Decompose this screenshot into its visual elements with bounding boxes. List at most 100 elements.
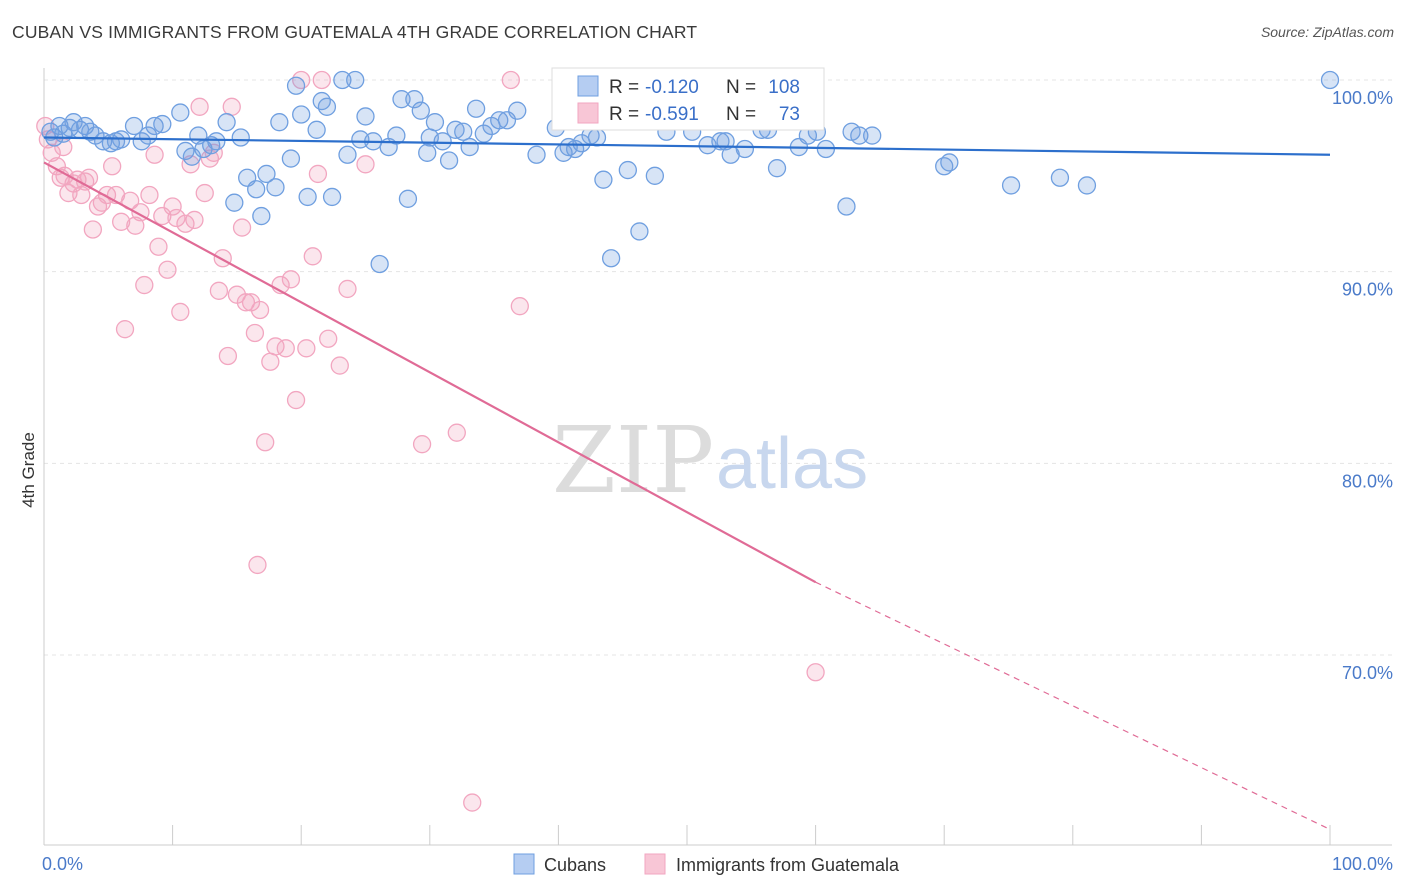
x-tick-label-min: 0.0% bbox=[42, 854, 83, 874]
trend-line-guatemala bbox=[43, 161, 817, 584]
cuban-point-25 bbox=[207, 132, 226, 151]
y-axis-title: 4th Grade bbox=[19, 432, 38, 508]
cuban-point-36 bbox=[286, 76, 306, 95]
stats-r-guatemala: -0.591 bbox=[645, 104, 699, 125]
cuban-point-63 bbox=[466, 99, 486, 118]
stats-swatch-cubans bbox=[577, 75, 599, 97]
chart-title: CUBAN VS IMMIGRANTS FROM GUATEMALA 4TH G… bbox=[12, 22, 698, 42]
guatemala-point-40 bbox=[213, 249, 232, 268]
cuban-point-47 bbox=[356, 107, 375, 126]
cuban-point-77 bbox=[594, 170, 613, 189]
cuban-point-68 bbox=[508, 101, 527, 120]
axes bbox=[43, 68, 1392, 846]
guatemala-point-45 bbox=[236, 293, 256, 312]
stats-n-guatemala: 73 bbox=[779, 104, 800, 125]
guatemala-point-56 bbox=[292, 70, 311, 90]
cuban-point-59 bbox=[439, 151, 459, 170]
cuban-point-102 bbox=[1001, 176, 1021, 195]
cuban-point-66 bbox=[490, 111, 509, 130]
cuban-point-57 bbox=[425, 113, 445, 132]
cuban-point-61 bbox=[454, 122, 473, 141]
guatemala-point-61 bbox=[319, 329, 338, 348]
y-tick-label-70: 70.0% bbox=[1342, 663, 1393, 683]
guatemala-point-42 bbox=[222, 97, 241, 116]
cuban-point-80 bbox=[630, 222, 649, 241]
cuban-point-64 bbox=[474, 124, 493, 143]
watermark: ZIP atlas bbox=[552, 407, 868, 514]
bottom-legend: Cubans Immigrants from Guatemala bbox=[513, 853, 900, 875]
guatemala-point-19 bbox=[115, 320, 135, 339]
cuban-point-101 bbox=[940, 153, 959, 172]
guatemala-point-59 bbox=[308, 164, 328, 184]
cuban-point-34 bbox=[270, 113, 289, 132]
cuban-point-104 bbox=[1077, 176, 1097, 195]
guatemala-point-65 bbox=[248, 555, 267, 575]
guatemala-point-9 bbox=[72, 185, 91, 205]
stats-r-cubans: -0.120 bbox=[645, 77, 699, 98]
cuban-point-31 bbox=[252, 206, 271, 226]
guatemala-point-71 bbox=[806, 663, 825, 682]
y-tick-label-80: 80.0% bbox=[1342, 471, 1393, 491]
guatemala-point-58 bbox=[303, 247, 322, 266]
cuban-point-26 bbox=[217, 113, 236, 132]
y-tick-labels: 70.0% 80.0% 90.0% 100.0% bbox=[1332, 88, 1393, 683]
cuban-point-56 bbox=[418, 143, 437, 162]
stats-n-label-cubans: N = bbox=[726, 77, 756, 98]
cuban-point-40 bbox=[312, 91, 331, 111]
series-cubans-points bbox=[41, 70, 1340, 274]
series-guatemala-points bbox=[36, 70, 825, 812]
cuban-point-88 bbox=[735, 139, 755, 159]
guatemala-point-67 bbox=[447, 423, 466, 442]
guatemala-point-68 bbox=[463, 793, 482, 812]
guatemala-point-63 bbox=[338, 279, 357, 299]
cuban-point-76 bbox=[587, 128, 607, 147]
guatemala-point-26 bbox=[149, 237, 168, 256]
guatemala-point-41 bbox=[218, 346, 238, 366]
guatemala-point-55 bbox=[286, 390, 306, 410]
x-tick-label-max: 100.0% bbox=[1332, 854, 1393, 874]
cuban-point-54 bbox=[405, 90, 424, 109]
cuban-point-41 bbox=[317, 97, 337, 116]
guatemala-point-53 bbox=[276, 339, 295, 358]
cuban-point-38 bbox=[298, 187, 317, 207]
stats-legend: R = -0.120 N = 108 R = -0.591 N = 73 bbox=[551, 67, 825, 131]
cuban-point-103 bbox=[1050, 168, 1070, 187]
guatemala-point-47 bbox=[245, 323, 265, 343]
guatemala-point-39 bbox=[209, 281, 229, 300]
cuban-point-96 bbox=[837, 197, 856, 216]
y-tick-label-90: 90.0% bbox=[1342, 280, 1393, 300]
cuban-point-28 bbox=[231, 128, 250, 147]
guatemala-point-50 bbox=[261, 352, 280, 371]
x-tick-labels: 0.0% 100.0% bbox=[42, 854, 1393, 874]
guatemala-point-28 bbox=[158, 260, 177, 279]
cuban-point-62 bbox=[460, 137, 479, 157]
guatemala-point-32 bbox=[176, 214, 195, 233]
y-tick-label-100: 100.0% bbox=[1332, 88, 1393, 108]
guatemala-point-29 bbox=[163, 197, 182, 216]
guatemala-point-25 bbox=[145, 145, 164, 164]
cuban-point-98 bbox=[850, 126, 869, 145]
watermark-atlas: atlas bbox=[716, 424, 868, 504]
cuban-point-45 bbox=[346, 70, 365, 90]
cuban-point-90 bbox=[767, 159, 787, 178]
cuban-point-19 bbox=[171, 103, 190, 122]
guatemala-point-54 bbox=[281, 270, 301, 289]
source-label: Source: ZipAtlas.com bbox=[1260, 24, 1394, 40]
guatemala-point-49 bbox=[256, 433, 275, 452]
legend-swatch-guatemala bbox=[644, 853, 666, 875]
cuban-point-37 bbox=[292, 105, 311, 124]
cuban-point-14 bbox=[124, 116, 144, 136]
guatemala-point-69 bbox=[501, 70, 520, 90]
cuban-point-53 bbox=[398, 189, 418, 208]
cuban-point-39 bbox=[307, 120, 326, 139]
guatemala-point-2 bbox=[42, 143, 61, 162]
cuban-point-78 bbox=[601, 249, 621, 268]
cuban-point-99 bbox=[863, 126, 882, 145]
cuban-point-42 bbox=[322, 187, 342, 207]
cuban-point-43 bbox=[333, 70, 352, 90]
cuban-point-32 bbox=[257, 164, 276, 184]
stats-n-cubans: 108 bbox=[768, 77, 800, 98]
cuban-point-30 bbox=[247, 180, 266, 199]
guatemala-point-12 bbox=[83, 220, 103, 239]
